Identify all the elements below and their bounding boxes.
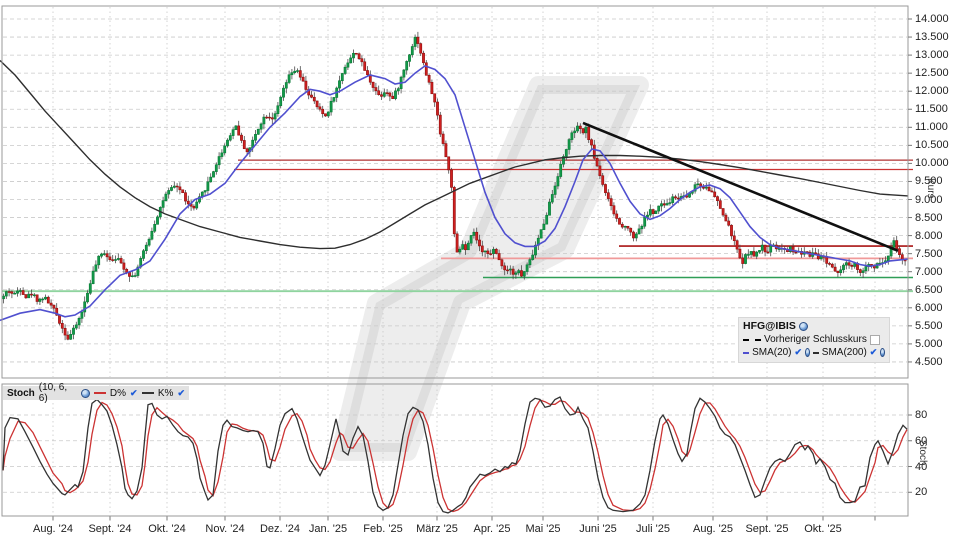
stoch-k-line xyxy=(2,396,908,514)
legend-row-symbol: HFG@IBIS xyxy=(743,320,885,333)
price-tick-label: 7.000 xyxy=(915,265,943,278)
price-tick-label: 8.500 xyxy=(915,211,943,224)
month-tick-label: Sept. '25 xyxy=(745,523,789,535)
month-tick-label: Dez. '24 xyxy=(259,523,301,535)
month-tick-label: Okt. '25 xyxy=(804,523,842,535)
price-tick-label: 12.000 xyxy=(915,85,949,98)
symbol-label: HFG@IBIS xyxy=(743,320,796,332)
k-line-sample xyxy=(141,392,154,394)
legend-row-prev-close: Vorheriger Schlusskurs xyxy=(743,333,885,346)
month-tick-label: Aug. '25 xyxy=(692,523,734,535)
price-tick-label: 13.500 xyxy=(915,31,949,44)
globe-icon[interactable] xyxy=(805,348,810,357)
stoch-tick-label: 20 xyxy=(915,486,928,499)
price-tick-label: 5.500 xyxy=(915,319,943,332)
d-checkbox[interactable]: ✔ xyxy=(129,387,138,398)
watermark xyxy=(331,76,649,461)
price-tick-label: 10.500 xyxy=(915,139,949,152)
stoch-tick-label: 40 xyxy=(915,460,928,473)
price-tick-label: 11.500 xyxy=(915,103,948,116)
price-tick-label: 14.000 xyxy=(915,13,949,25)
stoch-tick-label: 80 xyxy=(915,409,928,421)
price-tick-label: 9.000 xyxy=(915,193,943,206)
price-tick-label: 5.000 xyxy=(915,337,943,350)
month-tick-label: Apr. '25 xyxy=(473,523,511,535)
price-tick-label: 11.000 xyxy=(915,121,948,134)
month-tick-label: Juli '25 xyxy=(636,523,670,535)
month-tick-label: Juni '25 xyxy=(579,523,617,535)
sma20-line xyxy=(0,65,909,322)
price-tick-label: 6.500 xyxy=(915,283,943,296)
price-tick-label: 13.000 xyxy=(915,49,949,62)
k-label: K% xyxy=(157,387,174,399)
globe-icon[interactable] xyxy=(80,388,90,398)
price-tick-label: 12.500 xyxy=(915,67,949,80)
month-tick-label: Mai '25 xyxy=(525,523,561,535)
k-checkbox[interactable]: ✔ xyxy=(177,387,185,398)
sma20-line-sample xyxy=(743,351,750,354)
sma200-label: SMA(200) xyxy=(821,347,867,358)
month-tick-label: Feb. '25 xyxy=(363,523,403,535)
price-tick-label: 10.000 xyxy=(915,157,949,170)
trend-line xyxy=(582,121,899,252)
month-tick-label: Aug. '24 xyxy=(32,523,74,535)
prev-close-label: Vorheriger Schlusskurs xyxy=(764,334,867,345)
main-legend: HFG@IBIS Vorheriger Schlusskurs SMA(20) … xyxy=(738,317,890,363)
globe-icon[interactable] xyxy=(798,322,808,331)
month-tick-label: Sept. '24 xyxy=(88,523,132,535)
month-tick-label: Jan. '25 xyxy=(308,523,348,535)
price-axis-title: Kurs xyxy=(925,178,936,199)
stoch-tick-label: 60 xyxy=(915,434,928,447)
d-line-sample xyxy=(93,392,106,394)
stoch-name: Stoch xyxy=(7,387,35,399)
price-tick-label: 4.500 xyxy=(915,355,943,368)
stoch-axis-title: Stoch xyxy=(917,440,928,466)
sma200-line-sample xyxy=(812,351,819,354)
prev-close-line-sample xyxy=(743,338,761,341)
prev-close-checkbox[interactable] xyxy=(869,334,880,345)
price-tick-label: 6.000 xyxy=(915,301,943,314)
sma20-label: SMA(20) xyxy=(752,347,792,358)
stoch-legend: Stoch (10, 6, 6) D% ✔ K% ✔ xyxy=(3,382,189,404)
price-tick-label: 7.500 xyxy=(915,247,943,260)
month-tick-label: Okt. '24 xyxy=(148,523,186,535)
month-tick-label: März '25 xyxy=(416,523,458,535)
globe-icon[interactable] xyxy=(880,348,885,357)
month-tick-label: Nov. '24 xyxy=(205,523,245,535)
legend-row-smas: SMA(20) ✔ SMA(200) ✔ xyxy=(743,346,885,359)
d-label: D% xyxy=(109,387,126,399)
stoch-params: (10, 6, 6) xyxy=(38,382,68,404)
sma20-checkbox[interactable]: ✔ xyxy=(794,347,803,357)
price-tick-label: 9.500 xyxy=(915,175,943,188)
sma200-checkbox[interactable]: ✔ xyxy=(869,347,878,357)
sma200-line xyxy=(0,59,909,250)
price-tick-label: 8.000 xyxy=(915,229,943,242)
